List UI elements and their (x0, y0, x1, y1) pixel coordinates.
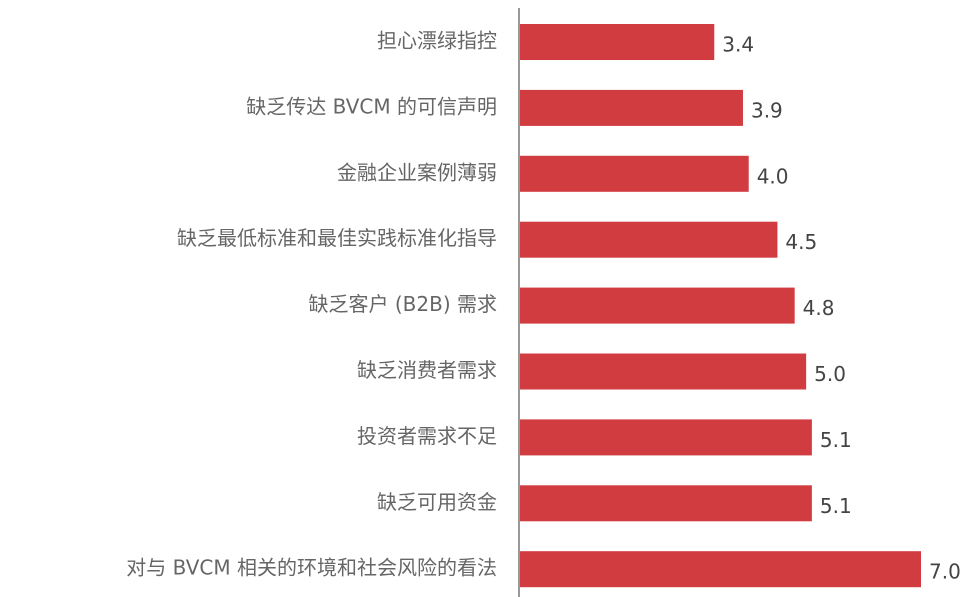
category-label: 金融企业案例薄弱 (337, 160, 497, 184)
value-label: 5.0 (814, 362, 846, 386)
value-label: 5.1 (820, 428, 852, 452)
bar (519, 221, 778, 258)
category-label: 对与 BVCM 相关的环境和社会风险的看法 (126, 556, 497, 580)
value-label: 4.8 (803, 296, 835, 320)
bar (519, 287, 795, 324)
value-label: 4.0 (757, 164, 789, 188)
category-label: 担心漂绿指控 (377, 29, 497, 53)
value-label: 3.4 (722, 33, 754, 57)
bar (519, 89, 743, 126)
bar (519, 551, 921, 588)
bar (519, 419, 812, 456)
bar (519, 24, 715, 60)
category-label: 缺乏最低标准和最佳实践标准化指导 (177, 226, 497, 250)
value-label: 4.5 (785, 230, 817, 254)
category-label: 缺乏传达 BVCM 的可信声明 (246, 94, 497, 118)
value-label: 3.9 (751, 98, 783, 122)
bar (519, 485, 812, 522)
category-label: 投资者需求不足 (357, 424, 497, 448)
value-label: 7.0 (929, 560, 961, 584)
category-label: 缺乏客户 (B2B) 需求 (309, 292, 498, 316)
bar (519, 353, 807, 390)
category-label: 缺乏消费者需求 (357, 358, 497, 382)
value-label: 5.1 (820, 494, 852, 518)
category-label: 缺乏可用资金 (377, 490, 497, 514)
bar (519, 155, 749, 192)
